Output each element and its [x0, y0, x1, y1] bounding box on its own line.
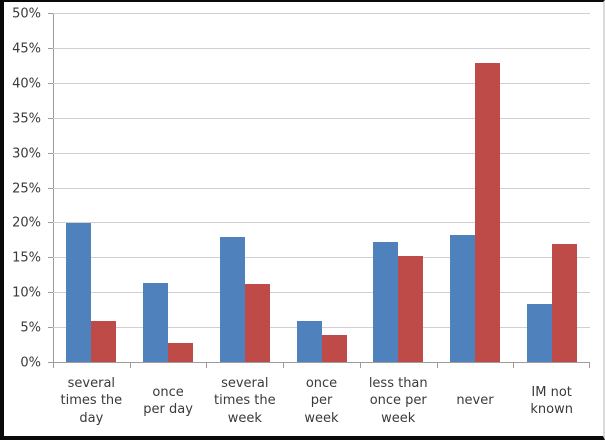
y-axis-line: [53, 14, 54, 363]
x-axis-tick: [53, 363, 54, 368]
gridline: [53, 47, 590, 49]
gridline: [53, 222, 590, 224]
bar-blue: [526, 303, 552, 363]
x-axis-label: less than once per week: [368, 376, 428, 426]
bar-group-6: [437, 14, 514, 363]
x-axis-tick: [513, 363, 515, 368]
gridline: [53, 117, 590, 119]
bar-red: [91, 321, 117, 363]
bar-blue: [373, 241, 399, 363]
bar-blue: [449, 235, 475, 363]
bar-series-container: [53, 14, 590, 363]
bar-red: [168, 342, 194, 363]
y-axis-tick: [48, 13, 53, 14]
x-axis-tick: [359, 363, 361, 368]
bar-group-4: [283, 14, 360, 363]
y-axis-tick-label: 5%: [20, 320, 41, 336]
bar-red: [474, 62, 500, 363]
y-axis-labels: 0% 5% 10% 15% 20% 25% 30% 35% 40% 45% 50%: [4, 7, 47, 371]
y-axis-tick: [48, 117, 53, 119]
x-axis-labels: several times the day once per day several…: [53, 370, 590, 432]
y-axis-tick-label: 30%: [12, 146, 41, 162]
y-axis-tick-label: 40%: [12, 76, 41, 92]
y-axis-tick: [48, 327, 53, 329]
y-axis-tick-label: 50%: [12, 6, 41, 22]
gridline: [53, 152, 590, 154]
bar-blue: [143, 283, 169, 363]
x-axis-label: several times the day: [60, 376, 123, 426]
y-axis-tick-label: 35%: [12, 111, 41, 127]
bar-group-1: [53, 14, 130, 363]
gridline: [53, 257, 590, 259]
x-axis-label: IM not known: [530, 384, 573, 417]
x-axis-tick: [129, 363, 131, 368]
gridline: [53, 13, 590, 14]
x-axis-tick: [283, 363, 285, 368]
bar-red: [551, 244, 577, 363]
y-axis-tick: [48, 362, 53, 363]
y-axis-tick-label: 15%: [12, 250, 41, 266]
y-axis-tick-label: 0%: [20, 355, 41, 371]
x-axis-tick: [589, 363, 590, 368]
bar-group-5: [360, 14, 437, 363]
y-axis-tick-label: 20%: [12, 215, 41, 231]
gridline: [53, 292, 590, 294]
bar-blue: [66, 222, 92, 363]
y-axis-tick-label: 45%: [12, 41, 41, 57]
bar-red: [398, 255, 424, 363]
y-axis-tick: [48, 292, 53, 294]
x-axis-line: [53, 362, 590, 363]
y-axis-tick: [48, 187, 53, 189]
y-axis-tick-label: 25%: [12, 181, 41, 196]
y-axis-tick: [48, 222, 53, 224]
bar-group-3: [206, 14, 283, 363]
y-axis-tick-label: 10%: [12, 285, 41, 301]
bar-group-7: [513, 14, 590, 363]
bar-group-2: [130, 14, 207, 363]
bar-blue: [219, 236, 245, 363]
gridline: [53, 82, 590, 84]
y-axis-tick: [48, 47, 53, 49]
x-axis-tick: [206, 363, 208, 368]
bar-red: [244, 284, 270, 363]
x-axis-label: once per day: [143, 384, 193, 417]
x-axis-label: once per week: [304, 376, 339, 426]
x-axis-label: several times the week: [213, 376, 276, 426]
bar-red: [321, 335, 347, 363]
y-axis-tick: [48, 82, 53, 84]
plot-area: [48, 13, 590, 368]
x-axis-label: never: [456, 393, 494, 409]
bar-blue: [296, 321, 322, 363]
y-axis-tick: [48, 257, 53, 259]
gridline: [53, 187, 590, 189]
x-axis-tick: [436, 363, 438, 368]
y-axis-tick: [48, 152, 53, 154]
